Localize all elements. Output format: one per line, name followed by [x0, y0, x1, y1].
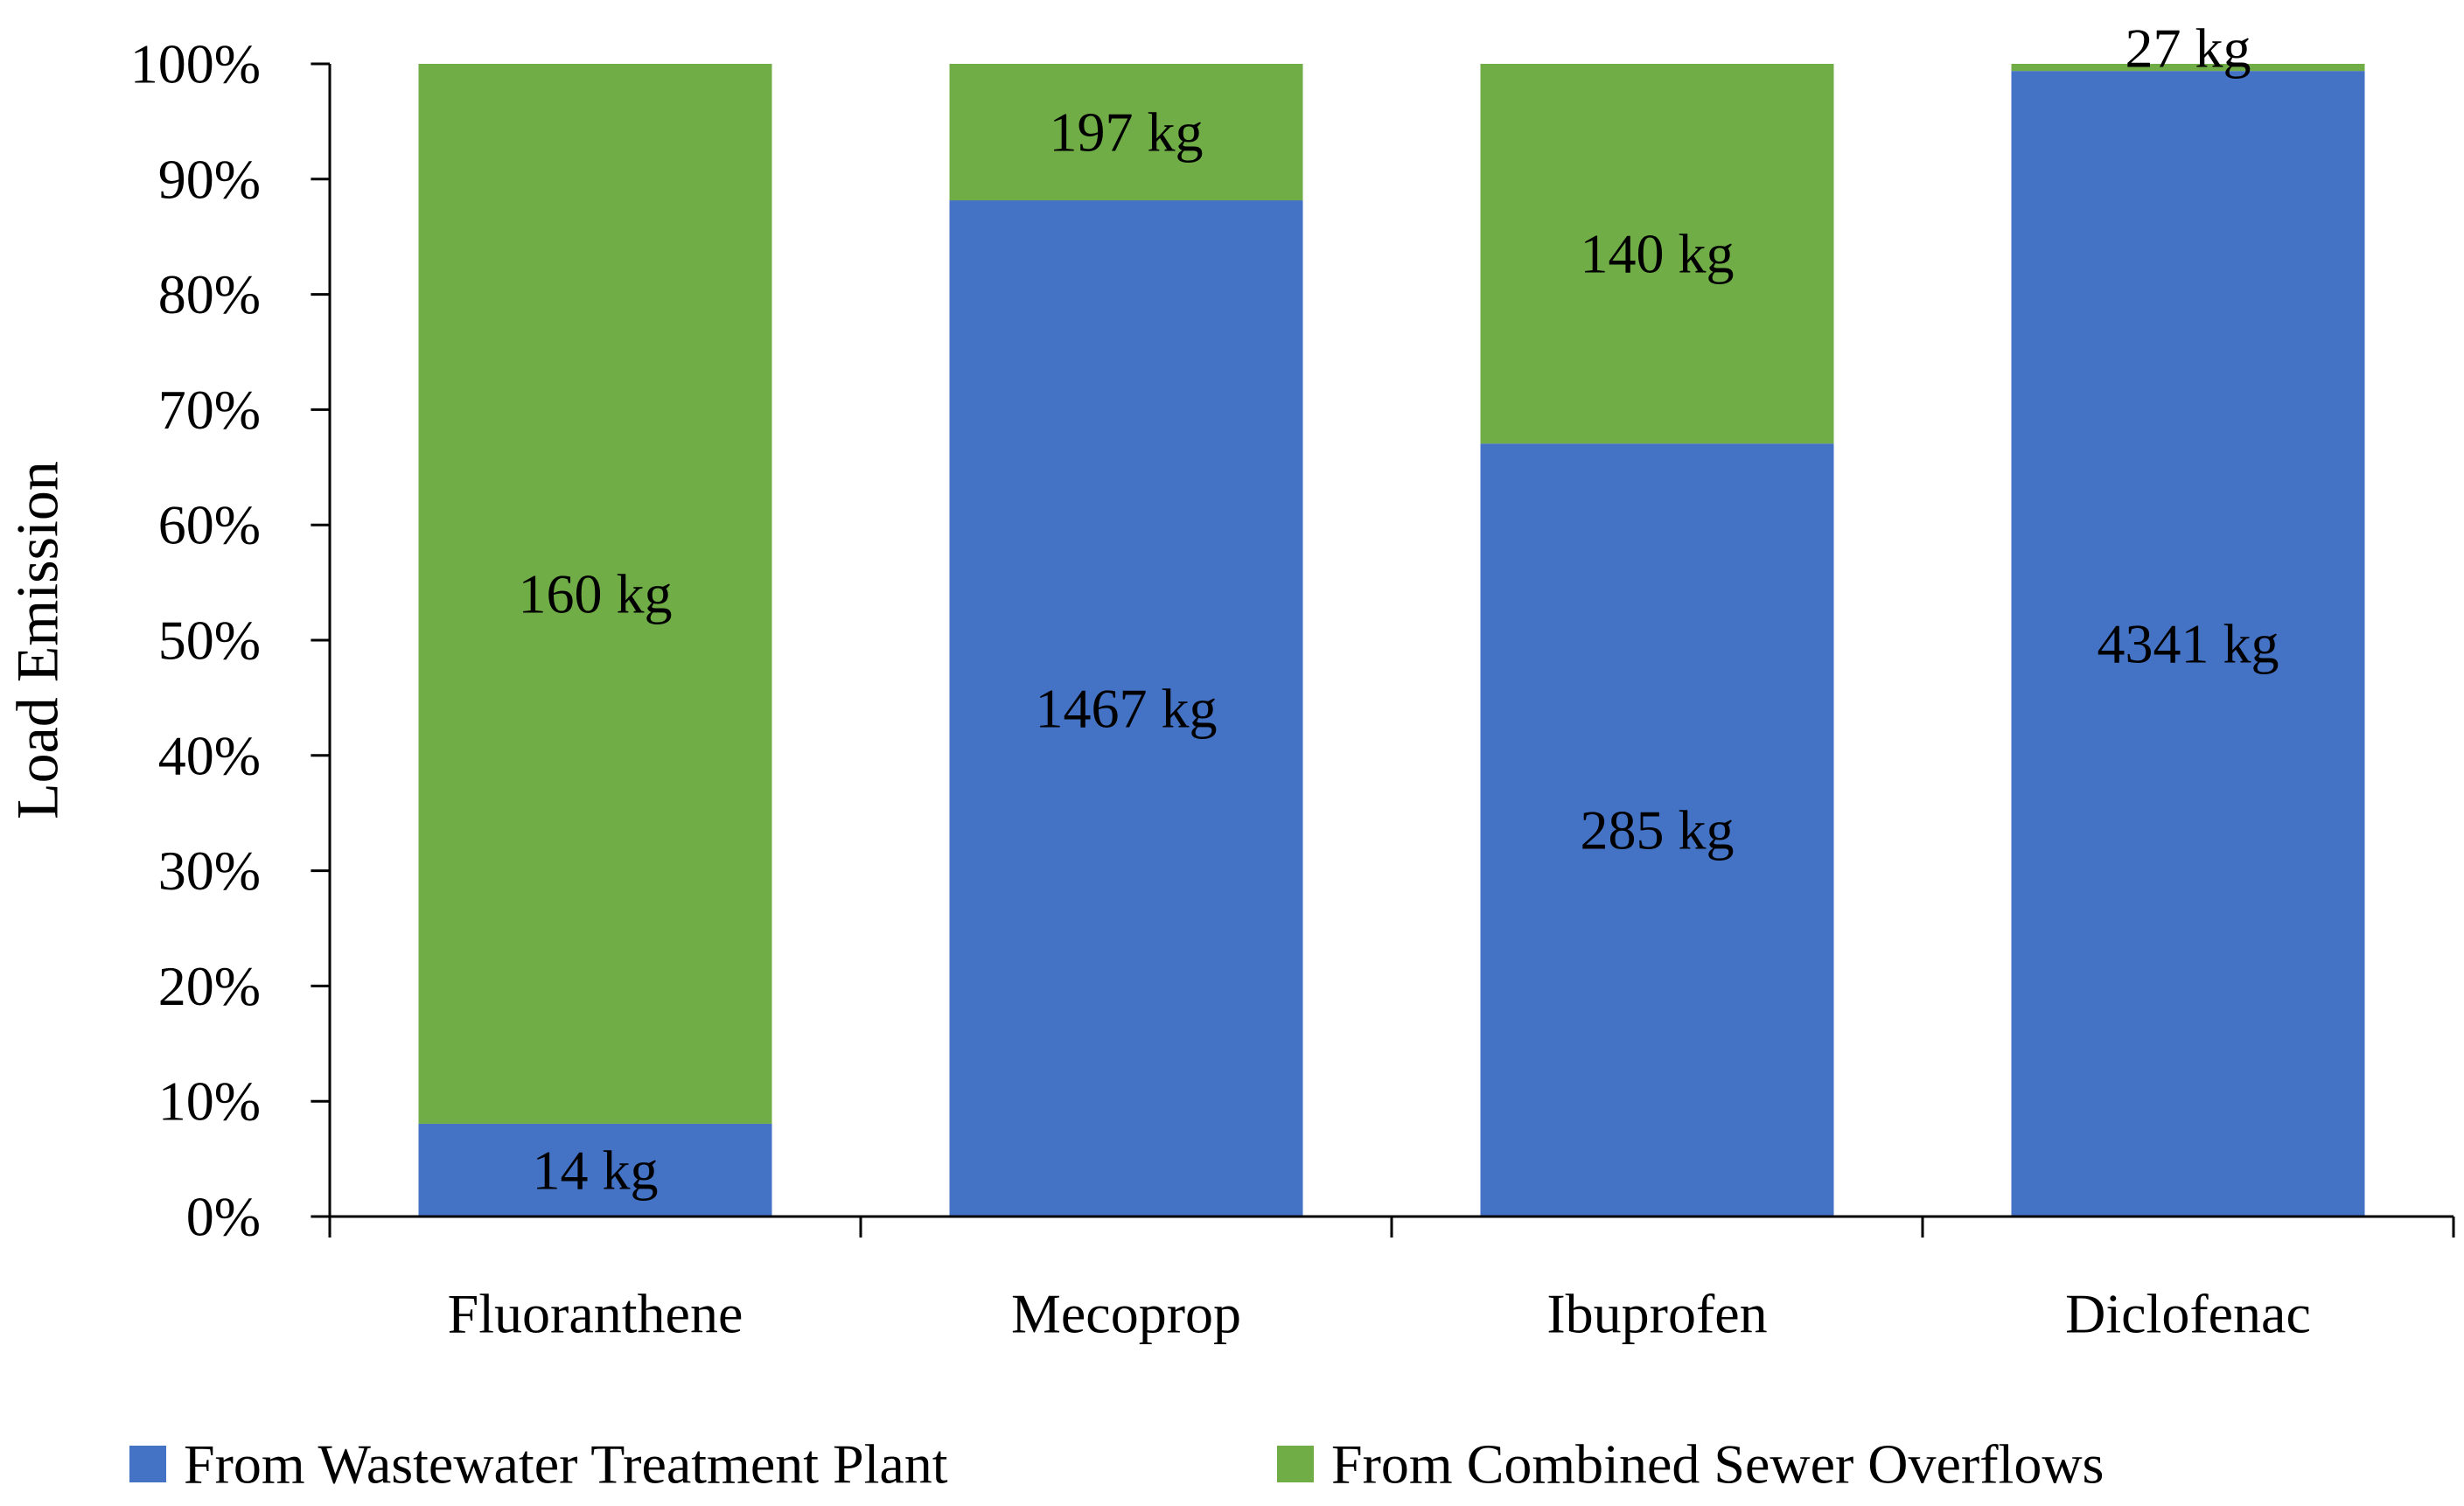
bar-segment-wwtp-mecoprop — [949, 200, 1303, 1217]
legend-swatch-cso — [1277, 1446, 1314, 1482]
x-category-label: Fluoranthene — [448, 1283, 743, 1345]
bar-segment-wwtp-fluoranthene — [418, 1123, 772, 1217]
y-tick-label: 50% — [158, 610, 261, 672]
data-label: 197 kg — [1050, 101, 1204, 164]
bar-segment-wwtp-ibuprofen — [1480, 443, 1834, 1217]
x-category-label: Diclofenac — [2065, 1283, 2311, 1345]
y-tick-label: 10% — [158, 1070, 261, 1133]
y-tick-label: 40% — [158, 724, 261, 786]
data-label: 4341 kg — [2098, 613, 2279, 675]
y-axis-title: Load Emission — [4, 461, 71, 819]
y-tick-label: 100% — [130, 33, 261, 95]
data-label: 1467 kg — [1036, 678, 1218, 740]
data-label: 160 kg — [519, 562, 673, 624]
legend-label: From Wastewater Treatment Plant — [184, 1433, 948, 1496]
data-label: 285 kg — [1581, 799, 1735, 861]
x-category-label: Mecoprop — [1011, 1283, 1241, 1345]
data-label: 27 kg — [2125, 17, 2251, 80]
y-tick-label: 20% — [158, 955, 261, 1017]
y-tick-label: 30% — [158, 840, 261, 902]
bar-segment-cso-diclofenac — [2011, 64, 2365, 72]
y-tick-label: 70% — [158, 379, 261, 441]
y-tick-label: 60% — [158, 494, 261, 556]
bar-segment-cso-mecoprop — [949, 64, 1303, 201]
x-category-label: Ibuprofen — [1546, 1283, 1767, 1345]
bar-segment-cso-fluoranthene — [418, 64, 772, 1124]
y-tick-label: 90% — [158, 148, 261, 210]
data-label: 140 kg — [1581, 223, 1735, 285]
legend-label: From Combined Sewer Overflows — [1331, 1433, 2104, 1496]
bar-segment-cso-ibuprofen — [1480, 64, 1834, 444]
y-tick-label: 0% — [186, 1186, 261, 1248]
data-label: 14 kg — [533, 1139, 659, 1201]
y-tick-label: 80% — [158, 263, 261, 325]
bar-segment-wwtp-diclofenac — [2011, 71, 2365, 1217]
legend-swatch-wwtp — [129, 1446, 166, 1482]
